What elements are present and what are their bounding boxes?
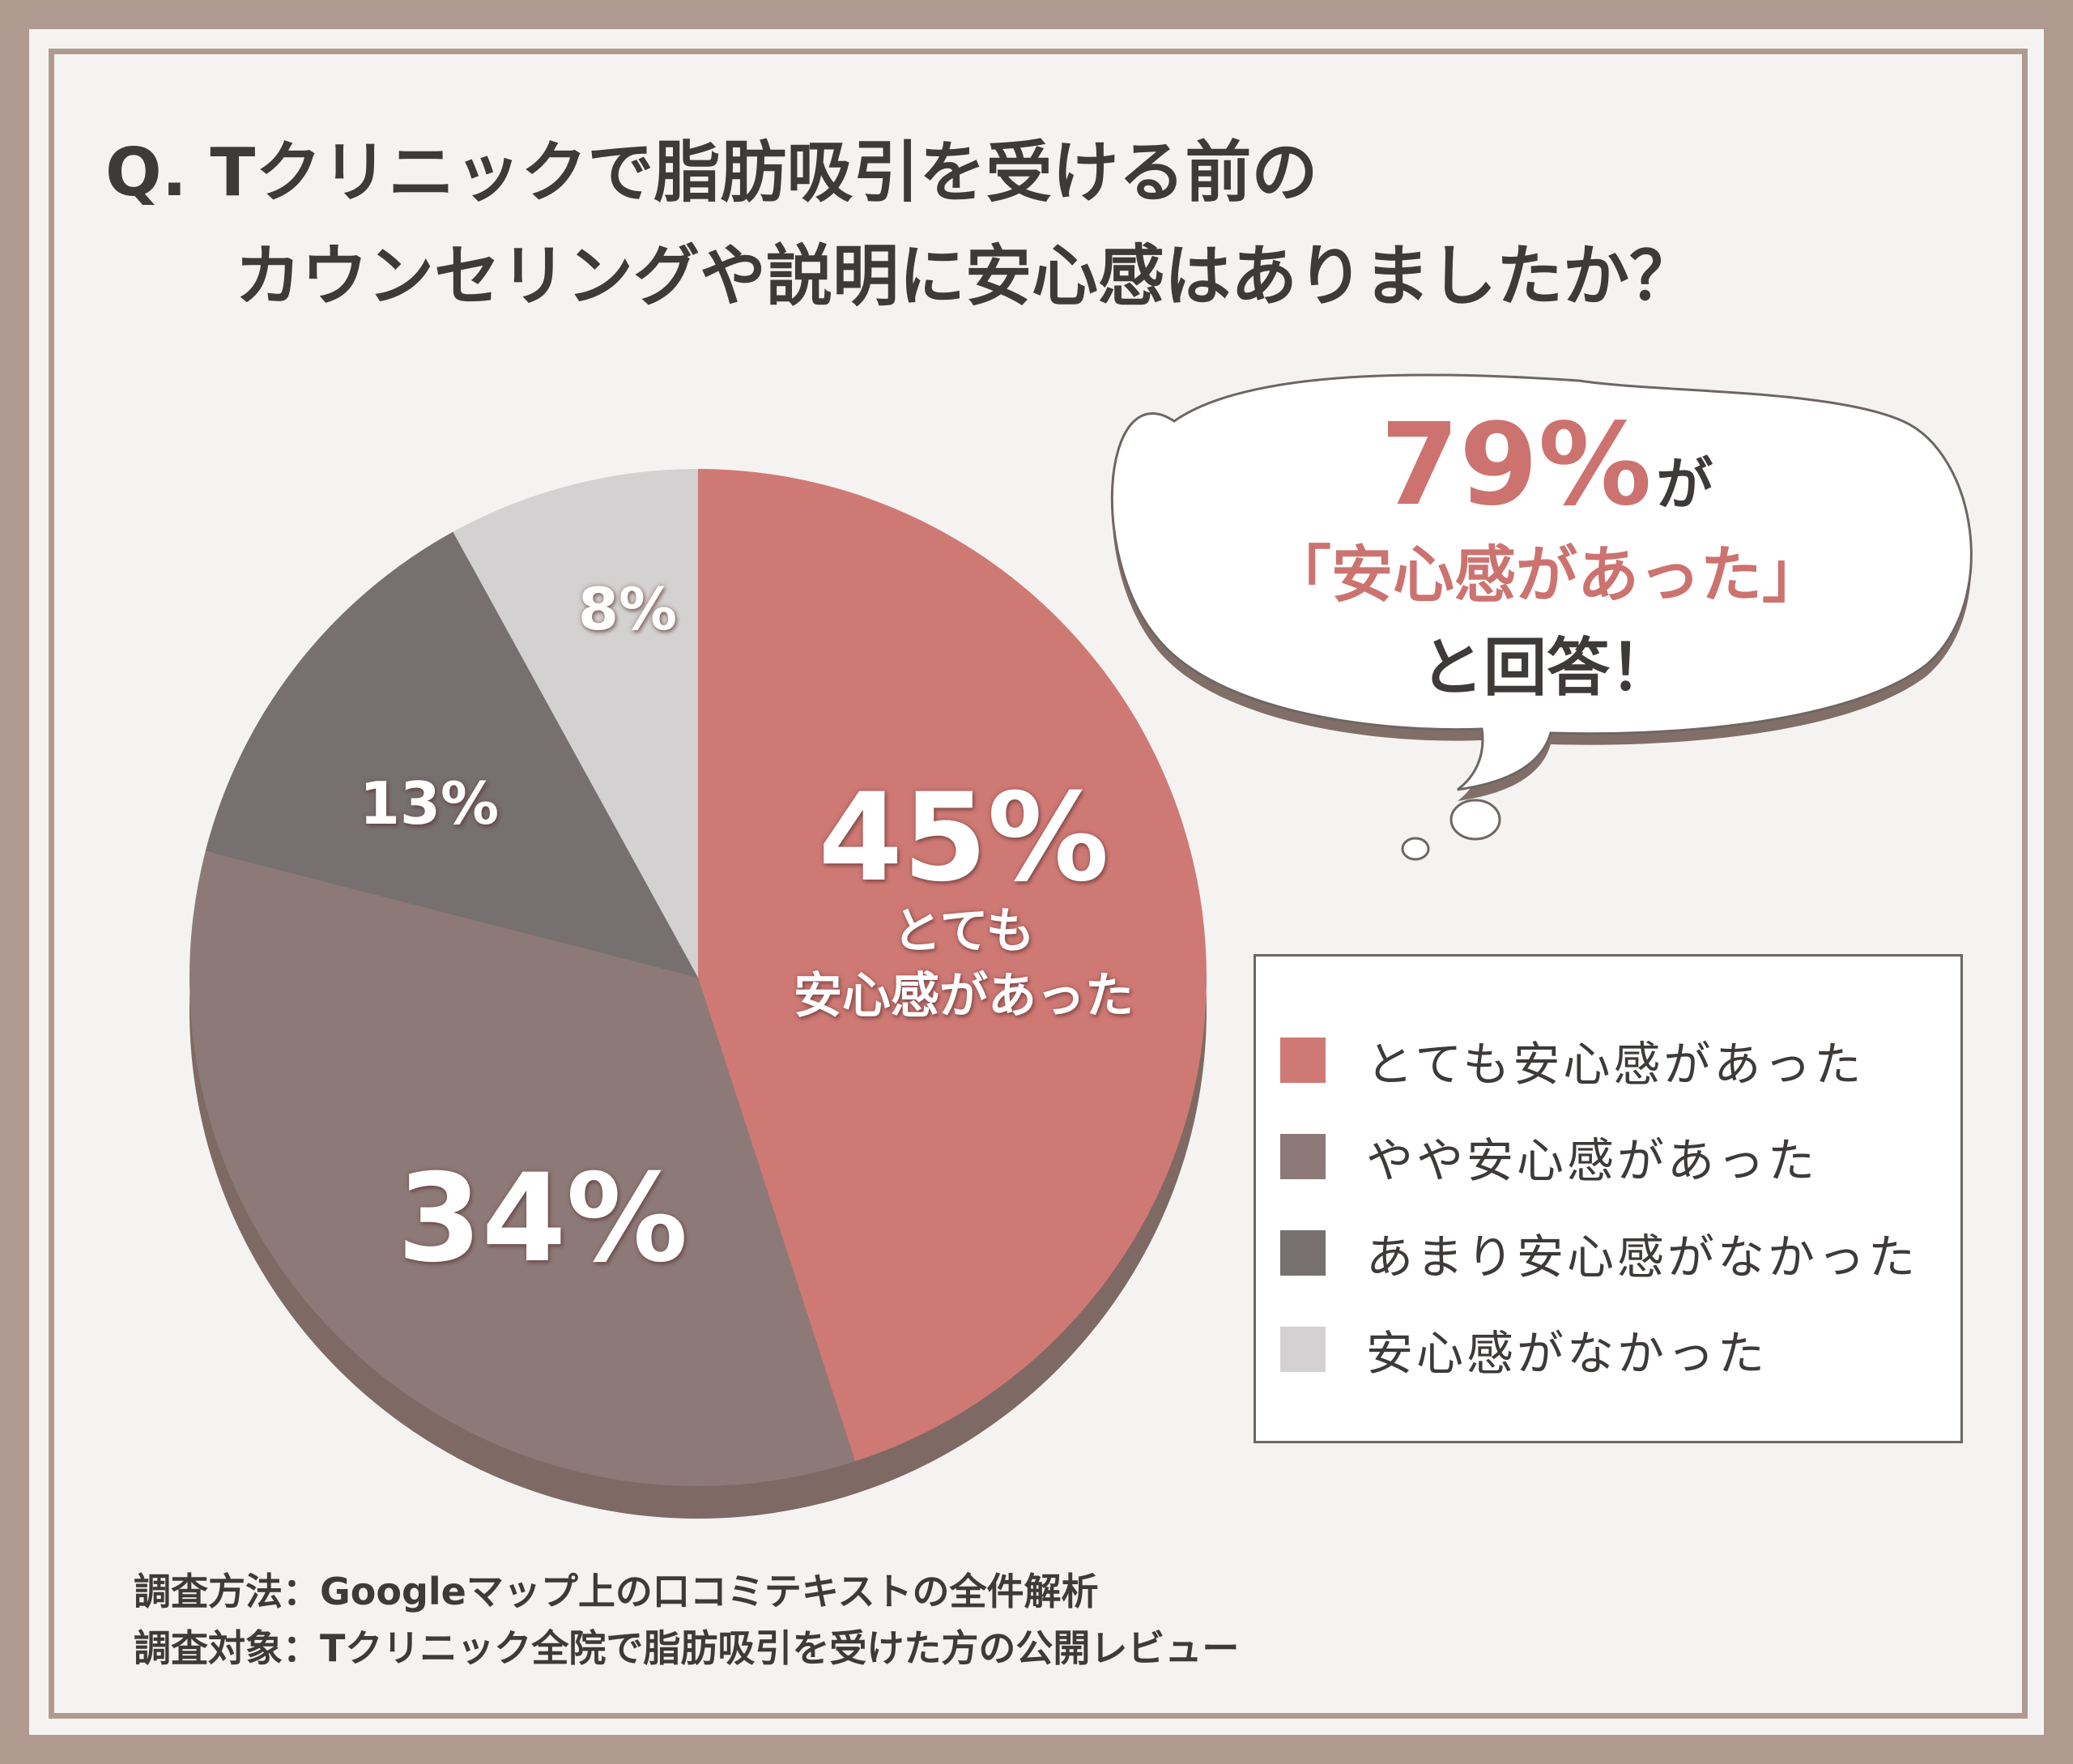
slice-label-somewhat-reassured: 34% [389, 1158, 696, 1280]
legend-swatch [1280, 1327, 1326, 1372]
slice-sub-1: とても [892, 903, 1035, 960]
legend-swatch [1280, 1038, 1326, 1083]
thought-dot-small [1401, 837, 1430, 861]
legend-item-not-reassured: 安心感がなかった [1280, 1325, 1768, 1381]
speech-bubble-body [1110, 373, 1973, 791]
callout-tail: と回答！ [1420, 632, 1673, 705]
legend-item-somewhat-reassured: やや安心感があった [1280, 1132, 1818, 1188]
legend-item-very-reassured: とても安心感があった [1280, 1036, 1864, 1092]
slice-value-not-reassured: 8% [577, 575, 678, 643]
slice-label-not-reassured: 8% [559, 575, 696, 643]
speech-bubble [1110, 373, 1973, 861]
legend-label: とても安心感があった [1366, 1037, 1865, 1092]
callout-value: 79% [1380, 399, 1652, 531]
slice-sub-2: 安心感があった [794, 968, 1134, 1025]
title-line-1: Q. Tクリニックで脂肪吸引を受ける前の [105, 134, 1318, 211]
slice-value-somewhat-reassured: 34% [397, 1148, 688, 1289]
slice-value-not-very-reassured: 13% [359, 769, 500, 837]
pie-slice-not-reassured [453, 469, 698, 978]
legend-swatch [1280, 1230, 1326, 1276]
legend: とても安心感があった やや安心感があった あまり安心感がなかった 安心感がなかっ… [1254, 954, 1963, 1443]
pie-slice-very-reassured [698, 469, 1207, 1462]
slice-label-very-reassured: 45% とても 安心感があった [761, 778, 1166, 1029]
pie-slices [189, 469, 1207, 1486]
pie-slice-somewhat-reassured [189, 850, 856, 1486]
callout-text: 79% が 「安心感があった」 と回答！ [1126, 405, 1968, 713]
legend-swatch [1280, 1134, 1326, 1179]
title-line-2: カウンセリングや説明に安心感はありましたか？ [235, 238, 1696, 315]
legend-label: やや安心感があった [1366, 1133, 1819, 1188]
legend-label: 安心感がなかった [1366, 1326, 1769, 1381]
pie-slice-not-very-reassured [205, 531, 698, 978]
survey-target: 調査対象：Tクリニック全院で脂肪吸引を受けた方の公開レビュー [134, 1626, 1240, 1670]
legend-item-not-very-reassured: あまり安心感がなかった [1280, 1229, 1918, 1285]
callout-quote: 「安心感があった」 [1270, 539, 1824, 611]
chart-frame [49, 49, 2028, 1719]
slice-label-not-very-reassured: 13% [332, 769, 526, 837]
survey-method: 調査方法：Googleマップ上の口コミテキストの全件解析 [134, 1570, 1099, 1613]
thought-dot-large [1449, 799, 1501, 841]
slice-value-very-reassured: 45% [818, 768, 1109, 909]
chart-title: Q. Tクリニックで脂肪吸引を受ける前の カウンセリングや説明に安心感はありまし… [105, 121, 1992, 329]
legend-label: あまり安心感がなかった [1366, 1229, 1919, 1285]
survey-notes: 調査方法：Googleマップ上の口コミテキストの全件解析 調査対象：Tクリニック… [134, 1563, 1239, 1677]
callout-particle: が [1656, 451, 1713, 518]
